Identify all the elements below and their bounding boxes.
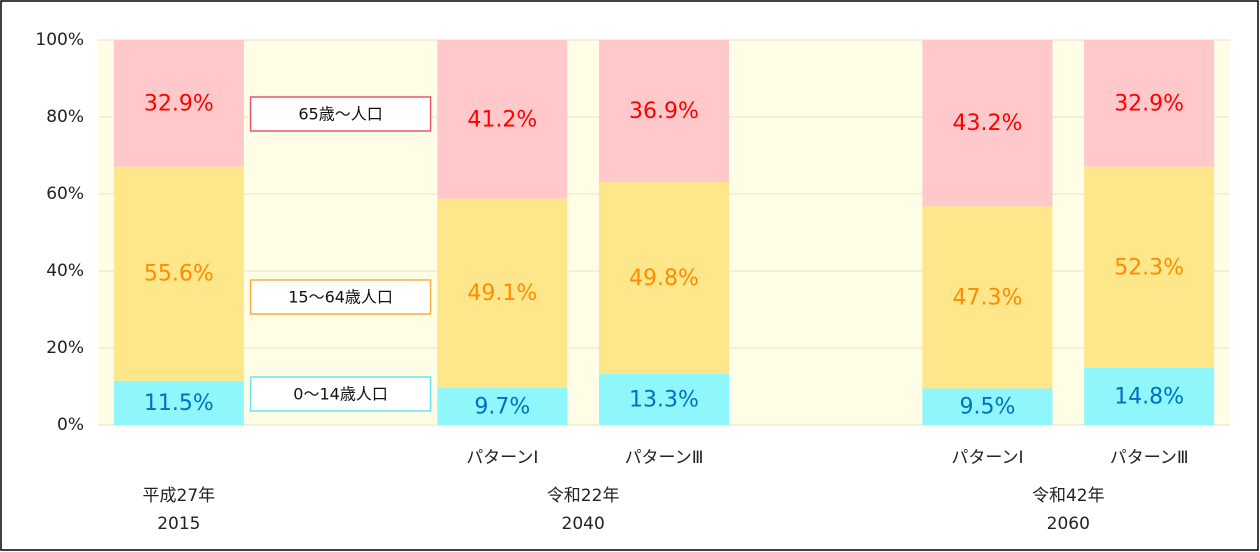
bar-segment bbox=[437, 198, 568, 388]
y-tick-label: 0% bbox=[57, 415, 84, 435]
bar-segment bbox=[113, 380, 244, 425]
x-tick-label: パターンⅠ bbox=[951, 448, 1023, 468]
data-label: 11.5% bbox=[144, 391, 214, 416]
y-tick-label: 100% bbox=[35, 30, 84, 50]
data-label: 13.3% bbox=[629, 387, 699, 412]
bar-segment bbox=[599, 182, 729, 374]
y-tick-label: 40% bbox=[46, 261, 84, 281]
y-tick-label: 60% bbox=[46, 184, 84, 204]
bar-segment bbox=[599, 40, 729, 183]
y-tick-label: 80% bbox=[46, 107, 84, 127]
data-label: 49.1% bbox=[467, 281, 537, 306]
bar-segment bbox=[1084, 368, 1215, 425]
bar-segment bbox=[922, 388, 1053, 425]
bar-segment bbox=[113, 40, 244, 167]
legend-box bbox=[249, 96, 432, 132]
bar-segment bbox=[113, 166, 244, 381]
x-tick-label: パターンⅠ bbox=[466, 448, 538, 468]
group-label: 平成27年 bbox=[143, 486, 216, 506]
data-label: 55.6% bbox=[144, 262, 214, 287]
bar-segment bbox=[437, 387, 568, 425]
data-label: 14.8% bbox=[1114, 385, 1184, 410]
bar-segment bbox=[1084, 40, 1215, 167]
x-tick-label: パターンⅢ bbox=[1110, 448, 1189, 468]
legend-label: 0～14歳人口 bbox=[293, 385, 388, 404]
bar-segment bbox=[1084, 166, 1215, 369]
group-label: 令和22年 bbox=[547, 486, 620, 506]
y-tick-label: 20% bbox=[46, 338, 84, 358]
data-label: 52.3% bbox=[1114, 255, 1184, 280]
group-label: 令和42年 bbox=[1032, 486, 1105, 506]
group-year: 2015 bbox=[157, 514, 200, 534]
data-label: 43.2% bbox=[952, 111, 1022, 136]
x-tick-label: パターンⅢ bbox=[625, 448, 704, 468]
bar-segment bbox=[922, 40, 1053, 207]
group-year: 2060 bbox=[1047, 514, 1090, 534]
data-label: 49.8% bbox=[629, 266, 699, 291]
legend-label: 15～64歳人口 bbox=[288, 288, 393, 307]
bar-segment bbox=[437, 40, 568, 199]
legend-label: 65歳～人口 bbox=[298, 105, 382, 124]
data-label: 41.2% bbox=[467, 107, 537, 132]
data-label: 47.3% bbox=[952, 285, 1022, 310]
data-label: 36.9% bbox=[629, 99, 699, 124]
legend-box bbox=[249, 279, 432, 315]
data-label: 32.9% bbox=[144, 91, 214, 116]
bar-segment bbox=[922, 206, 1053, 389]
data-label: 9.7% bbox=[474, 394, 530, 419]
data-label: 9.5% bbox=[959, 395, 1015, 420]
legend-box bbox=[249, 376, 432, 412]
group-year: 2040 bbox=[562, 514, 605, 534]
bar-segment bbox=[599, 373, 729, 425]
data-label: 32.9% bbox=[1114, 91, 1184, 116]
